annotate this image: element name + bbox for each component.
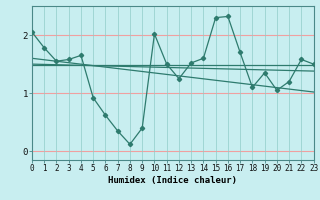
X-axis label: Humidex (Indice chaleur): Humidex (Indice chaleur)	[108, 176, 237, 185]
